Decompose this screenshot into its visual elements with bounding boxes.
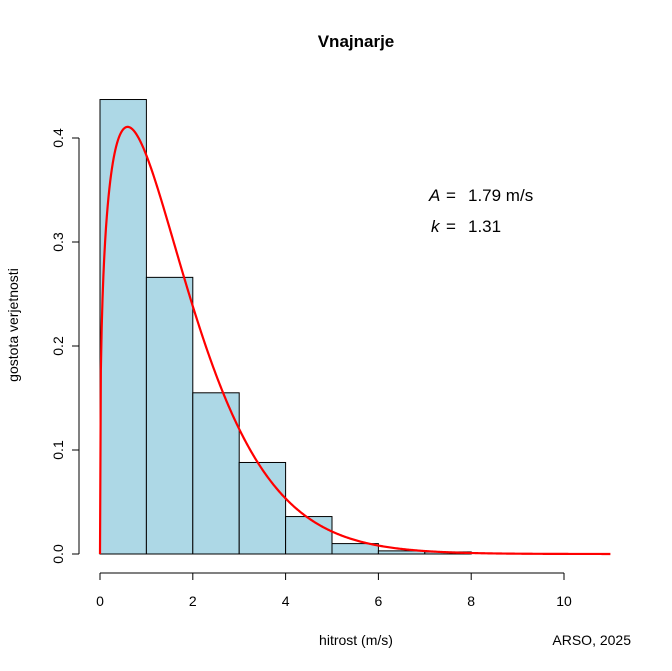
parameter-a-annotation: A = 1.79 m/s (428, 186, 533, 205)
y-axis-label: gostota verjetnosti (5, 268, 21, 382)
x-axis-label: hitrost (m/s) (319, 632, 393, 648)
parameter-a-value: 1.79 m/s (468, 186, 533, 205)
parameter-k-annotation: k = 1.31 (431, 217, 501, 236)
parameter-a-name: A (428, 186, 440, 205)
y-tick-label: 0.0 (50, 544, 66, 564)
y-tick-label: 0.3 (50, 232, 66, 252)
parameter-k-name: k (431, 217, 441, 236)
credit-text: ARSO, 2025 (552, 632, 631, 648)
chart-title: Vnajnarje (318, 32, 395, 51)
x-tick-label: 8 (467, 593, 475, 609)
x-axis: 0 2 4 6 8 10 (96, 572, 572, 609)
parameter-k-value: 1.31 (468, 217, 501, 236)
weibull-fit-curve (98, 125, 611, 556)
histogram-bar (331, 543, 379, 555)
x-tick-label: 4 (282, 593, 290, 609)
histogram-bars (99, 99, 472, 555)
x-tick-label: 0 (96, 593, 104, 609)
x-tick-label: 2 (189, 593, 197, 609)
histogram-bar (285, 516, 333, 555)
parameter-a-equals: = (446, 186, 456, 205)
y-tick-label: 0.1 (50, 440, 66, 460)
histogram-bar (238, 461, 287, 555)
histogram-bar (99, 99, 147, 555)
histogram-bar (192, 392, 240, 555)
y-axis: 0.0 0.1 0.2 0.3 0.4 (50, 128, 80, 564)
x-tick-label: 10 (556, 593, 572, 609)
histogram-bar (145, 276, 194, 555)
x-tick-label: 6 (375, 593, 383, 609)
parameter-k-equals: = (446, 217, 456, 236)
y-tick-label: 0.4 (50, 128, 66, 148)
y-tick-label: 0.2 (50, 336, 66, 356)
